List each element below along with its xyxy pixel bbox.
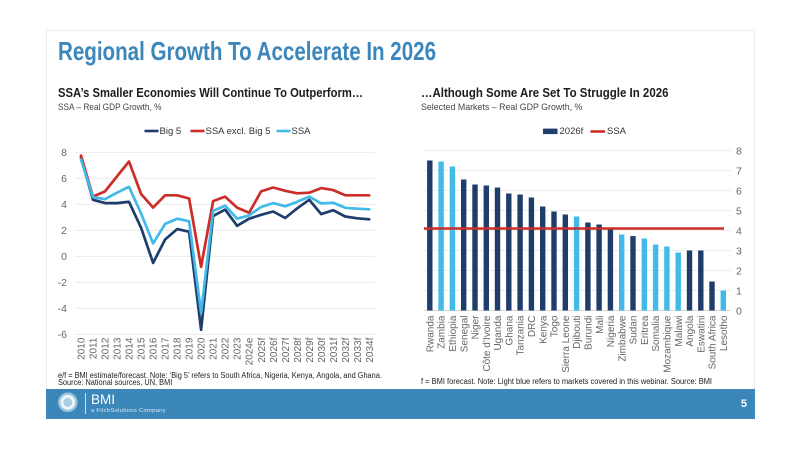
svg-text:Lesotho: Lesotho xyxy=(719,315,730,351)
svg-text:7: 7 xyxy=(736,165,742,177)
svg-text:2021: 2021 xyxy=(209,337,220,360)
svg-text:Nigeria: Nigeria xyxy=(606,315,617,347)
svg-text:2022: 2022 xyxy=(221,337,232,360)
svg-text:2014: 2014 xyxy=(125,337,136,360)
svg-text:2032f: 2032f xyxy=(341,337,352,362)
svg-text:Uganda: Uganda xyxy=(493,315,504,350)
svg-text:Rwanda: Rwanda xyxy=(425,315,436,352)
svg-text:2020: 2020 xyxy=(197,337,208,360)
svg-text:2023: 2023 xyxy=(233,337,244,360)
svg-text:2011: 2011 xyxy=(89,337,100,359)
svg-text:2015: 2015 xyxy=(137,337,148,360)
svg-text:Zambia: Zambia xyxy=(437,315,448,349)
svg-text:2027f: 2027f xyxy=(281,337,292,362)
svg-text:2026f: 2026f xyxy=(269,337,280,362)
svg-text:Mozambique: Mozambique xyxy=(663,315,674,373)
svg-text:2028f: 2028f xyxy=(293,337,304,362)
svg-text:Togo: Togo xyxy=(550,315,561,337)
svg-text:2018: 2018 xyxy=(173,337,184,360)
svg-text:Somalia: Somalia xyxy=(651,315,662,352)
svg-text:-2: -2 xyxy=(58,277,67,289)
svg-text:2: 2 xyxy=(61,225,67,237)
svg-text:Sudan: Sudan xyxy=(629,316,640,345)
svg-text:Côte d’Ivoire: Côte d’Ivoire xyxy=(482,315,493,372)
svg-text:2012: 2012 xyxy=(101,337,112,360)
svg-text:Burundi: Burundi xyxy=(584,316,595,350)
svg-text:8: 8 xyxy=(736,145,742,157)
svg-text:2033f: 2033f xyxy=(353,337,364,362)
svg-text:Mali: Mali xyxy=(595,316,606,334)
svg-text:Niger: Niger xyxy=(471,315,482,340)
svg-text:2034f: 2034f xyxy=(365,337,376,362)
svg-text:8: 8 xyxy=(61,147,67,159)
svg-text:2017: 2017 xyxy=(161,337,172,360)
svg-text:2025f: 2025f xyxy=(257,337,268,362)
svg-text:Malawi: Malawi xyxy=(674,316,685,347)
svg-text:6: 6 xyxy=(61,173,67,185)
svg-text:2013: 2013 xyxy=(113,337,124,360)
svg-text:Eswatini: Eswatini xyxy=(696,316,707,353)
svg-text:South Africa: South Africa xyxy=(708,315,719,369)
svg-text:2026f: 2026f xyxy=(560,126,584,137)
svg-text:0: 0 xyxy=(61,251,67,263)
svg-text:Tanzania: Tanzania xyxy=(516,315,527,355)
svg-text:6: 6 xyxy=(736,185,742,197)
svg-text:2016: 2016 xyxy=(149,337,160,360)
svg-text:2030f: 2030f xyxy=(317,337,328,362)
svg-text:3: 3 xyxy=(736,245,742,257)
svg-text:2031f: 2031f xyxy=(329,337,340,362)
svg-text:2024e: 2024e xyxy=(245,337,256,365)
svg-text:-4: -4 xyxy=(58,303,67,315)
svg-text:Sierra Leone: Sierra Leone xyxy=(561,315,572,373)
svg-text:Zimbabwe: Zimbabwe xyxy=(617,315,628,362)
svg-text:Djibouti: Djibouti xyxy=(572,316,583,349)
svg-text:Big 5: Big 5 xyxy=(160,126,182,137)
svg-text:1: 1 xyxy=(736,285,742,297)
svg-text:4: 4 xyxy=(61,199,67,211)
svg-text:Ethiopia: Ethiopia xyxy=(448,315,459,352)
svg-text:0: 0 xyxy=(736,305,742,317)
svg-text:2010: 2010 xyxy=(77,337,88,360)
svg-text:Eritrea: Eritrea xyxy=(640,315,651,345)
svg-text:2029f: 2029f xyxy=(305,337,316,362)
svg-text:Ghana: Ghana xyxy=(504,315,515,345)
svg-text:Senegal: Senegal xyxy=(459,316,470,353)
svg-text:Angola: Angola xyxy=(685,315,696,347)
svg-text:SSA: SSA xyxy=(607,126,627,137)
svg-text:Kenya: Kenya xyxy=(538,315,549,344)
svg-text:DRC: DRC xyxy=(527,316,538,338)
svg-text:2: 2 xyxy=(736,265,742,277)
svg-text:-6: -6 xyxy=(58,329,67,341)
svg-text:4: 4 xyxy=(736,225,742,237)
svg-text:5: 5 xyxy=(736,205,742,217)
svg-text:SSA excl. Big 5: SSA excl. Big 5 xyxy=(206,126,271,137)
svg-text:SSA: SSA xyxy=(292,126,312,137)
svg-text:2019: 2019 xyxy=(185,337,196,360)
